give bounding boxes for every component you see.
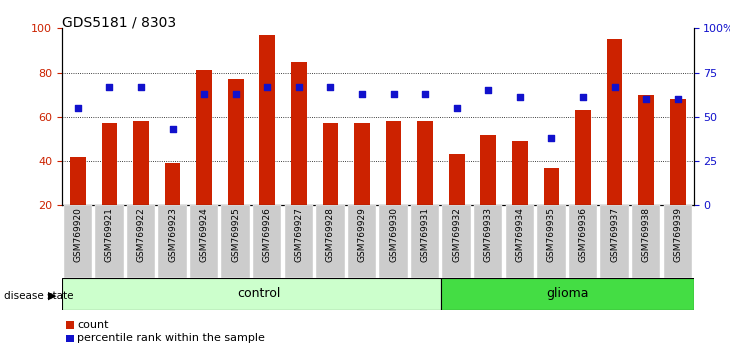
Text: GSM769935: GSM769935: [547, 207, 556, 263]
Bar: [133, 121, 149, 205]
Text: ▶: ▶: [48, 291, 57, 301]
Text: GSM769933: GSM769933: [484, 207, 493, 263]
Bar: [228, 79, 244, 205]
Bar: [506, 205, 534, 278]
Bar: [569, 205, 597, 278]
Point: [230, 91, 242, 97]
Text: GSM769939: GSM769939: [673, 207, 683, 263]
Text: GSM769926: GSM769926: [263, 207, 272, 262]
Bar: [323, 124, 338, 205]
Bar: [253, 205, 282, 278]
Bar: [291, 62, 307, 205]
Bar: [95, 205, 123, 278]
Point: [451, 105, 463, 111]
Bar: [285, 205, 313, 278]
Bar: [354, 124, 370, 205]
Point: [356, 91, 368, 97]
Bar: [544, 168, 559, 205]
Bar: [632, 205, 661, 278]
Point: [672, 96, 683, 102]
Text: GSM769922: GSM769922: [137, 207, 145, 262]
Bar: [418, 121, 433, 205]
Bar: [670, 99, 685, 205]
Text: count: count: [77, 320, 109, 330]
Bar: [70, 156, 85, 205]
Text: GSM769921: GSM769921: [105, 207, 114, 262]
Bar: [316, 205, 345, 278]
Text: disease state: disease state: [4, 291, 73, 301]
Text: GSM769938: GSM769938: [642, 207, 650, 263]
Point: [514, 95, 526, 100]
Point: [545, 135, 557, 141]
Point: [640, 96, 652, 102]
Text: GSM769920: GSM769920: [73, 207, 82, 262]
Text: GDS5181 / 8303: GDS5181 / 8303: [62, 16, 176, 30]
Bar: [127, 205, 155, 278]
Point: [325, 84, 337, 90]
Bar: [441, 278, 694, 310]
Point: [72, 105, 84, 111]
Bar: [411, 205, 439, 278]
Bar: [449, 154, 464, 205]
Text: control: control: [238, 287, 281, 300]
Text: GSM769930: GSM769930: [389, 207, 398, 263]
Bar: [442, 205, 471, 278]
Bar: [664, 205, 692, 278]
Point: [609, 84, 620, 90]
Bar: [638, 95, 654, 205]
Bar: [347, 205, 376, 278]
Bar: [385, 121, 402, 205]
Text: GSM769927: GSM769927: [294, 207, 304, 262]
Text: GSM769928: GSM769928: [326, 207, 335, 262]
Point: [261, 84, 273, 90]
Point: [388, 91, 399, 97]
Point: [166, 126, 178, 132]
Bar: [221, 205, 250, 278]
Bar: [64, 205, 92, 278]
Text: GSM769931: GSM769931: [420, 207, 430, 263]
Text: GSM769934: GSM769934: [515, 207, 524, 262]
Point: [293, 84, 304, 90]
Text: GSM769925: GSM769925: [231, 207, 240, 262]
Text: GSM769936: GSM769936: [578, 207, 588, 263]
Point: [104, 84, 115, 90]
Bar: [101, 124, 118, 205]
Bar: [600, 205, 629, 278]
Text: GSM769923: GSM769923: [168, 207, 177, 262]
Bar: [480, 135, 496, 205]
Bar: [512, 141, 528, 205]
Text: GSM769932: GSM769932: [452, 207, 461, 262]
Bar: [196, 70, 212, 205]
Text: percentile rank within the sample: percentile rank within the sample: [77, 333, 265, 343]
Point: [483, 87, 494, 93]
Text: GSM769929: GSM769929: [358, 207, 366, 262]
Bar: [259, 35, 275, 205]
Bar: [607, 39, 623, 205]
Point: [577, 95, 589, 100]
Bar: [537, 205, 566, 278]
Text: glioma: glioma: [546, 287, 588, 300]
Bar: [62, 278, 441, 310]
Bar: [474, 205, 502, 278]
Text: GSM769924: GSM769924: [199, 207, 209, 262]
Bar: [158, 205, 187, 278]
Point: [135, 84, 147, 90]
Bar: [165, 163, 180, 205]
Point: [419, 91, 431, 97]
Text: GSM769937: GSM769937: [610, 207, 619, 263]
Bar: [190, 205, 218, 278]
Point: [199, 91, 210, 97]
Bar: [575, 110, 591, 205]
Bar: [380, 205, 408, 278]
